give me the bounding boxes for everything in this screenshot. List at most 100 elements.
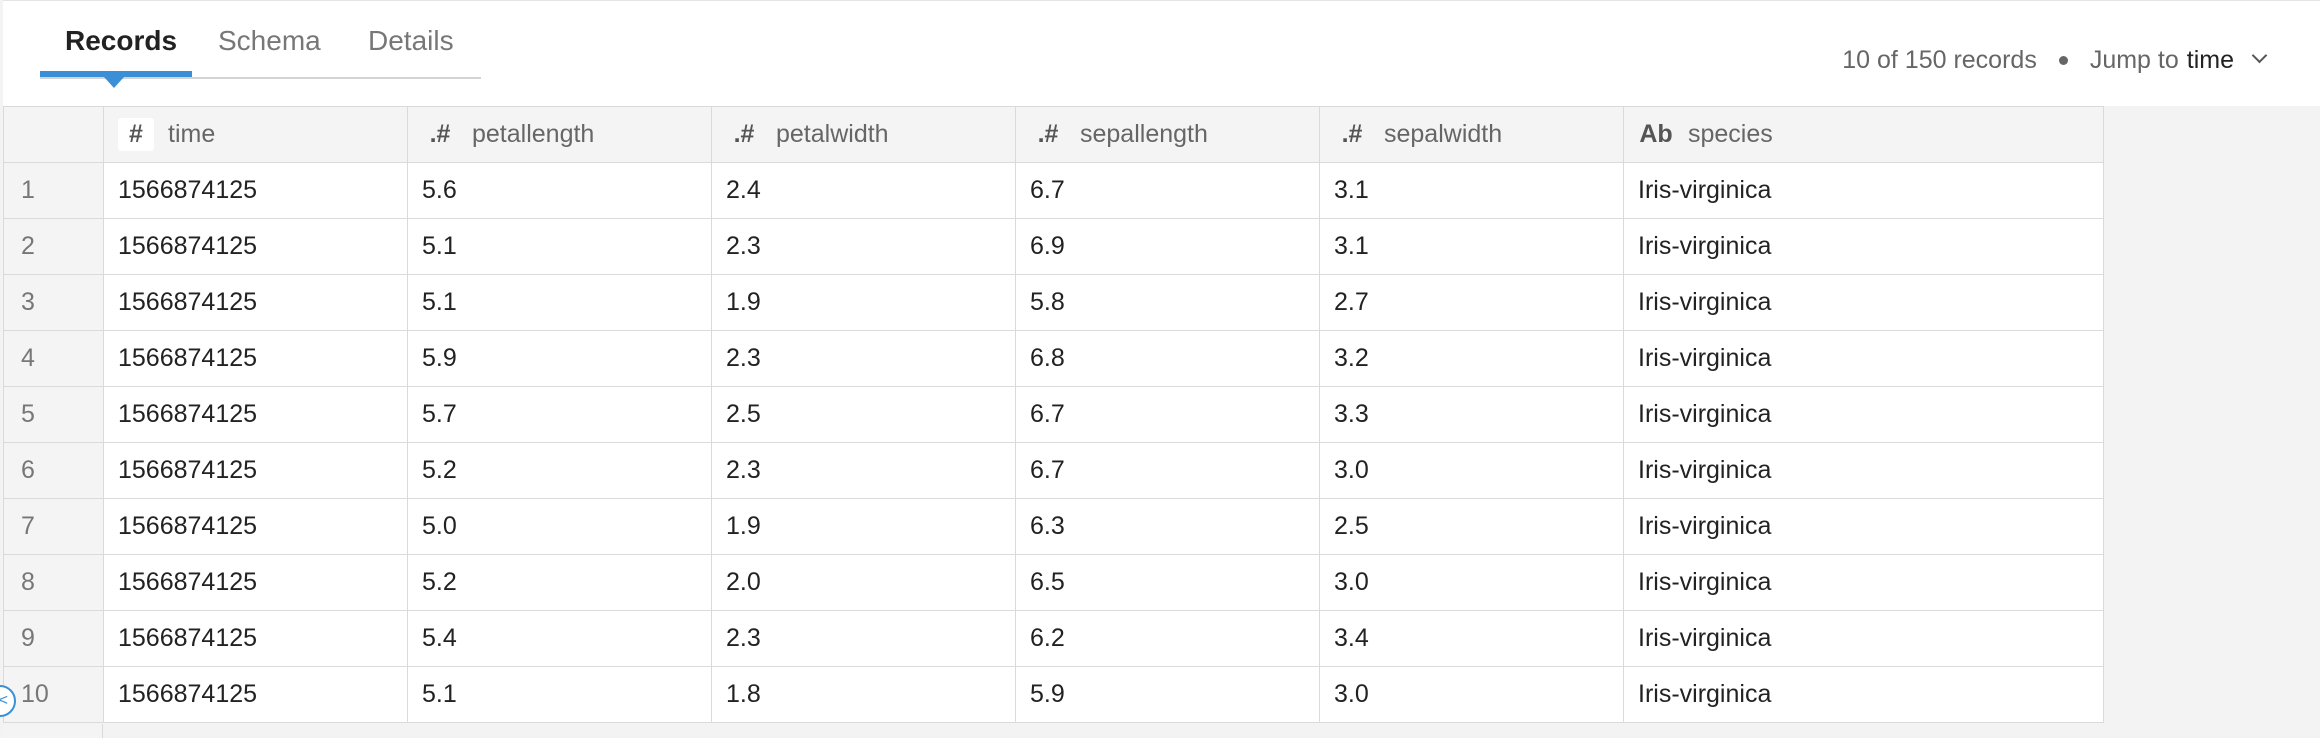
table-cell-species[interactable]: Iris-virginica <box>1623 610 2104 667</box>
column-header-species[interactable]: Ab species <box>1623 106 2104 163</box>
column-header-sepallength[interactable]: .# sepallength <box>1015 106 1320 163</box>
table-cell-petalwidth[interactable]: 2.5 <box>711 386 1016 443</box>
table-cell-time[interactable]: 1566874125 <box>103 218 408 275</box>
table-cell-sepalwidth[interactable]: 3.2 <box>1319 330 1624 387</box>
table-cell-time[interactable]: 1566874125 <box>103 666 408 723</box>
table-cell-petallength[interactable]: 5.6 <box>407 162 712 219</box>
table-cell-sepalwidth[interactable]: 3.0 <box>1319 666 1624 723</box>
table-cell-petallength[interactable]: 5.2 <box>407 554 712 611</box>
table-cell-petallength[interactable]: 5.2 <box>407 442 712 499</box>
table-cell-sepallength[interactable]: 6.3 <box>1015 498 1320 555</box>
row-number: 10 <box>3 666 104 723</box>
table-cell-sepallength[interactable]: 6.9 <box>1015 218 1320 275</box>
table-cell-sepallength[interactable]: 6.7 <box>1015 162 1320 219</box>
table-cell-species[interactable]: Iris-virginica <box>1623 666 2104 723</box>
table-cell-time[interactable]: 1566874125 <box>103 442 408 499</box>
column-name: sepalwidth <box>1384 120 1503 148</box>
table-cell-petallength[interactable]: 5.7 <box>407 386 712 443</box>
tab-bar: Records Schema Details <box>40 1 481 88</box>
table-cell-sepalwidth[interactable]: 3.0 <box>1319 442 1624 499</box>
tab-records[interactable]: Records <box>65 25 178 56</box>
table-cell-time[interactable]: 1566874125 <box>103 386 408 443</box>
row-number: 3 <box>3 274 104 331</box>
integer-type-icon: # <box>118 118 154 151</box>
table-cell-sepallength[interactable]: 6.7 <box>1015 442 1320 499</box>
table-cell-species[interactable]: Iris-virginica <box>1623 330 2104 387</box>
table-cell-petalwidth[interactable]: 2.3 <box>711 610 1016 667</box>
tab-schema[interactable]: Schema <box>218 25 321 56</box>
table-row[interactable]: 1 1566874125 5.6 2.4 6.7 3.1 Iris-virginica <box>3 162 2104 219</box>
table-row[interactable]: 10 1566874125 5.1 1.8 5.9 3.0 Iris-virginica <box>3 666 2104 723</box>
table-cell-petallength[interactable]: 5.1 <box>407 666 712 723</box>
table-row[interactable]: 4 1566874125 5.9 2.3 6.8 3.2 Iris-virginica <box>3 330 2104 387</box>
string-type-icon: Ab <box>1639 120 1673 148</box>
tab-details[interactable]: Details <box>368 25 454 56</box>
separator-dot-icon <box>2058 56 2068 65</box>
table-cell-time[interactable]: 1566874125 <box>103 162 408 219</box>
table-cell-petallength[interactable]: 5.1 <box>407 218 712 275</box>
column-header-sepalwidth[interactable]: .# sepalwidth <box>1319 106 1624 163</box>
table-cell-petalwidth[interactable]: 2.4 <box>711 162 1016 219</box>
header-bar: Records Schema Details 10 of 150 records… <box>3 0 2320 106</box>
table-cell-sepalwidth[interactable]: 3.4 <box>1319 610 1624 667</box>
row-number-header <box>3 106 104 163</box>
table-cell-time[interactable]: 1566874125 <box>103 610 408 667</box>
table-cell-time[interactable]: 1566874125 <box>103 330 408 387</box>
jump-to-field-select[interactable]: time <box>2186 46 2234 74</box>
table-cell-petallength[interactable]: 5.0 <box>407 498 712 555</box>
table-cell-petalwidth[interactable]: 1.9 <box>711 498 1016 555</box>
table-cell-sepallength[interactable]: 6.2 <box>1015 610 1320 667</box>
table-cell-sepallength[interactable]: 5.9 <box>1015 666 1320 723</box>
table-row[interactable]: 8 1566874125 5.2 2.0 6.5 3.0 Iris-virginica <box>3 554 2104 611</box>
table-row[interactable]: 3 1566874125 5.1 1.9 5.8 2.7 Iris-virginica <box>3 274 2104 331</box>
table-cell-petalwidth[interactable]: 2.3 <box>711 218 1016 275</box>
table-cell-species[interactable]: Iris-virginica <box>1623 442 2104 499</box>
table-cell-petallength[interactable]: 5.9 <box>407 330 712 387</box>
table-cell-species[interactable]: Iris-virginica <box>1623 554 2104 611</box>
table-cell-sepalwidth[interactable]: 3.0 <box>1319 554 1624 611</box>
decimal-type-icon: .# <box>733 120 755 148</box>
table-cell-petalwidth[interactable]: 2.3 <box>711 442 1016 499</box>
table-cell-time[interactable]: 1566874125 <box>103 274 408 331</box>
table-cell-sepalwidth[interactable]: 3.3 <box>1319 386 1624 443</box>
table-cell-sepallength[interactable]: 5.8 <box>1015 274 1320 331</box>
table-cell-petallength[interactable]: 5.4 <box>407 610 712 667</box>
table-cell-time[interactable]: 1566874125 <box>103 554 408 611</box>
table-row[interactable]: 9 1566874125 5.4 2.3 6.2 3.4 Iris-virginica <box>3 610 2104 667</box>
column-header-petallength[interactable]: .# petallength <box>407 106 712 163</box>
row-number: 6 <box>3 442 104 499</box>
table-row[interactable]: 2 1566874125 5.1 2.3 6.9 3.1 Iris-virginica <box>3 218 2104 275</box>
table-cell-sepalwidth[interactable]: 2.5 <box>1319 498 1624 555</box>
table-row[interactable]: 5 1566874125 5.7 2.5 6.7 3.3 Iris-virginica <box>3 386 2104 443</box>
table-cell-sepalwidth[interactable]: 2.7 <box>1319 274 1624 331</box>
row-number: 9 <box>3 610 104 667</box>
column-name: petalwidth <box>776 120 889 148</box>
table-row[interactable]: 7 1566874125 5.0 1.9 6.3 2.5 Iris-virginica <box>3 498 2104 555</box>
column-header-time[interactable]: # time <box>103 106 408 163</box>
table-cell-petalwidth[interactable]: 1.8 <box>711 666 1016 723</box>
table-cell-time[interactable]: 1566874125 <box>103 498 408 555</box>
table-cell-sepallength[interactable]: 6.8 <box>1015 330 1320 387</box>
table-cell-species[interactable]: Iris-virginica <box>1623 274 2104 331</box>
column-name: sepallength <box>1080 120 1208 148</box>
table-cell-species[interactable]: Iris-virginica <box>1623 386 2104 443</box>
table-cell-sepallength[interactable]: 6.5 <box>1015 554 1320 611</box>
column-header-petalwidth[interactable]: .# petalwidth <box>711 106 1016 163</box>
records-table: # time .# petallength .# petalwidth .# sepal… <box>3 106 2104 723</box>
table-cell-sepallength[interactable]: 6.7 <box>1015 386 1320 443</box>
row-number: 4 <box>3 330 104 387</box>
table-cell-species[interactable]: Iris-virginica <box>1623 218 2104 275</box>
table-cell-species[interactable]: Iris-virginica <box>1623 162 2104 219</box>
decimal-type-icon: .# <box>1341 120 1363 148</box>
table-cell-sepalwidth[interactable]: 3.1 <box>1319 218 1624 275</box>
table-cell-species[interactable]: Iris-virginica <box>1623 498 2104 555</box>
table-cell-petalwidth[interactable]: 2.3 <box>711 330 1016 387</box>
table-cell-sepalwidth[interactable]: 3.1 <box>1319 162 1624 219</box>
table-cell-petalwidth[interactable]: 2.0 <box>711 554 1016 611</box>
table-row[interactable]: 6 1566874125 5.2 2.3 6.7 3.0 Iris-virginica <box>3 442 2104 499</box>
column-name: time <box>168 120 216 148</box>
table-cell-petallength[interactable]: 5.1 <box>407 274 712 331</box>
chevron-down-icon[interactable] <box>2251 47 2268 64</box>
table-cell-petalwidth[interactable]: 1.9 <box>711 274 1016 331</box>
